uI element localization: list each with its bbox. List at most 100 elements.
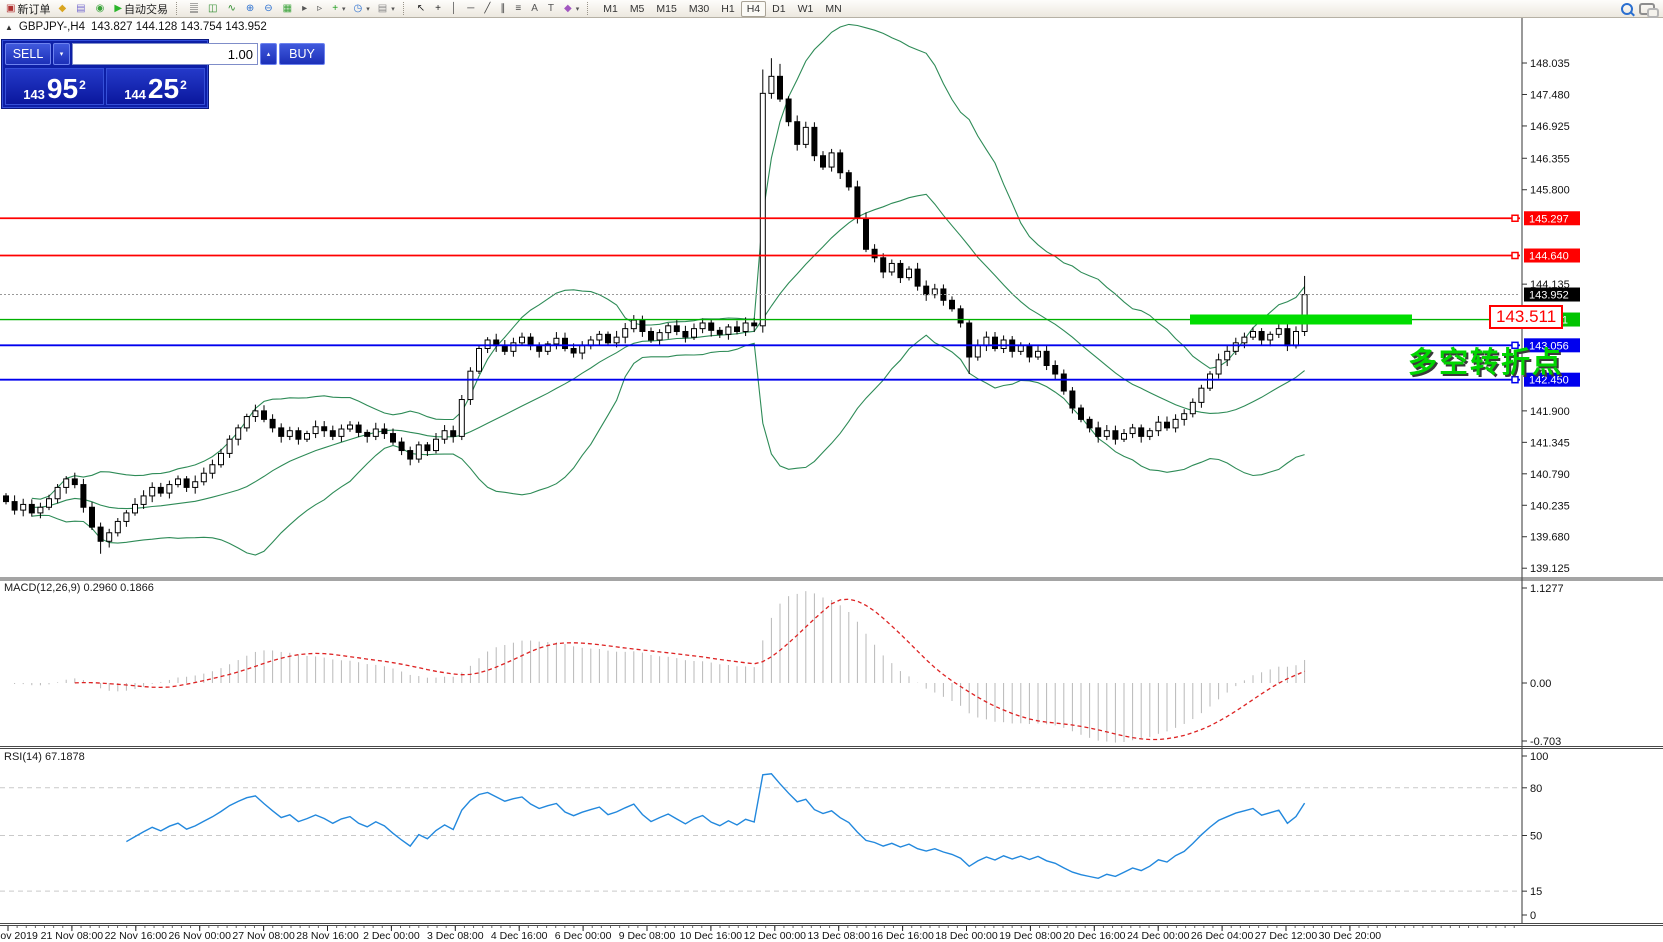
- collapse-icon[interactable]: ▲: [5, 22, 13, 32]
- new-order-button-label: 新订单: [17, 3, 51, 16]
- periods-icon[interactable]: ◷ ▾: [350, 0, 374, 17]
- candle: [476, 347, 482, 372]
- arrows-icon[interactable]: ◆ ▾: [560, 0, 583, 17]
- turning-point-annotation[interactable]: 多空转折点: [1408, 347, 1564, 379]
- candle: [1241, 336, 1248, 344]
- chart-title: ▲ GBPJPY-,H4 143.827 144.128 143.754 143…: [5, 21, 267, 33]
- timeframe-m1-button[interactable]: M1: [603, 2, 618, 15]
- volume-increase-button[interactable]: ▴: [260, 43, 277, 65]
- volume-input[interactable]: [72, 43, 258, 65]
- fibonacci-icon[interactable]: ≡: [511, 0, 527, 17]
- timeframe-w1-button[interactable]: W1: [797, 2, 814, 15]
- candle: [424, 444, 431, 452]
- zoom-in-icon[interactable]: ⊕: [242, 0, 260, 17]
- candle: [1103, 430, 1110, 437]
- candle: [381, 428, 388, 435]
- dropdown-caret-icon[interactable]: ▾: [391, 5, 395, 13]
- buy-price-pips: 25: [147, 73, 180, 104]
- market-watch-icon[interactable]: ▤: [72, 0, 91, 17]
- zoom-out-icon: ⊖: [264, 2, 273, 14]
- trendline-icon[interactable]: ╱: [480, 0, 496, 17]
- templates-icon[interactable]: ▤ ▾: [374, 0, 399, 17]
- metaeditor-icon[interactable]: ◆: [54, 0, 72, 17]
- dropdown-caret-icon[interactable]: ▾: [342, 5, 346, 13]
- macd-indicator-label: MACD(12,26,9) 0.2960 0.1866: [4, 582, 154, 594]
- rsi-axis-tick: 80: [1530, 783, 1542, 795]
- crosshair-icon[interactable]: +: [431, 0, 447, 17]
- candle: [1069, 390, 1076, 409]
- candle: [286, 430, 293, 437]
- candle: [441, 430, 448, 440]
- timeframe-d1-button[interactable]: D1: [772, 2, 786, 15]
- candle: [1250, 330, 1256, 338]
- timeframe-m5-button[interactable]: M5: [629, 2, 645, 15]
- zoom-out-icon[interactable]: ⊖: [260, 0, 278, 17]
- price-axis-tick: 147.480: [1530, 89, 1570, 101]
- new-order-button[interactable]: ▣ 新订单: [2, 0, 54, 17]
- search-icon[interactable]: [1621, 2, 1633, 15]
- candle: [1095, 427, 1102, 437]
- candle: [89, 506, 95, 528]
- candle: [966, 322, 973, 358]
- cursor-icon[interactable]: ↖: [413, 0, 431, 17]
- timeframe-mn-button[interactable]: MN: [825, 2, 842, 15]
- vertical-line-icon[interactable]: │: [447, 0, 463, 17]
- buy-price-display[interactable]: 144 25 2: [106, 68, 205, 105]
- equidistant-channel-icon[interactable]: ∥: [496, 0, 511, 17]
- candle: [596, 333, 603, 341]
- rsi-axis-tick: 100: [1530, 751, 1548, 763]
- auto-scroll-icon[interactable]: ▸: [298, 0, 313, 17]
- chat-icon[interactable]: [1639, 2, 1659, 18]
- candle: [192, 481, 199, 488]
- candle: [1172, 418, 1179, 429]
- timeframe-m15-button[interactable]: M15: [656, 2, 677, 15]
- horizontal-line-icon[interactable]: ─: [463, 0, 480, 17]
- candle: [734, 326, 740, 332]
- date-axis-label: 20 Dec 16:00: [1063, 930, 1126, 942]
- candle: [123, 512, 130, 522]
- timeframe-h1-button[interactable]: H1: [721, 2, 735, 15]
- candle: [828, 152, 835, 168]
- candle: [888, 262, 895, 273]
- price-axis-tick: 145.800: [1530, 185, 1570, 197]
- bar-chart-icon[interactable]: 𝄛: [186, 0, 204, 17]
- candle: [1146, 430, 1153, 437]
- candle: [1155, 421, 1162, 432]
- alerts-icon[interactable]: ◉: [92, 0, 111, 17]
- symbol-period-label: GBPJPY-,H4: [18, 21, 85, 33]
- tile-windows-icon[interactable]: ▦: [279, 0, 298, 17]
- axis-price-label: [1524, 338, 1580, 353]
- label-icon[interactable]: T: [544, 0, 560, 17]
- timeframe-m30-button[interactable]: M30: [688, 2, 710, 15]
- price-axis-tick: 140.235: [1530, 500, 1570, 512]
- dropdown-caret-icon[interactable]: ▾: [575, 5, 580, 13]
- line-chart-icon[interactable]: ∿: [224, 0, 242, 17]
- timeframe-h4-button[interactable]: H4: [740, 0, 767, 17]
- candle: [1224, 350, 1231, 361]
- candle: [544, 343, 551, 352]
- candlestick-chart-icon[interactable]: ◫: [204, 0, 223, 17]
- toolbar: ▣ 新订单 ◆ ▤ ◉ ▶ 自动交易 𝄛 ◫ ∿ ⊕ ⊖ ▦ ▸ ▹ + ▾ ◷ ▾ ▤ ▾ ↖ + │ ─ ╱ ∥ ≡ A T ◆ ▾ …: [0, 0, 1663, 18]
- indicators-icon[interactable]: + ▾: [328, 0, 349, 17]
- candle: [725, 326, 732, 335]
- price-axis-tick: 139.680: [1530, 532, 1570, 544]
- date-axis-label: 19 Dec 08:00: [999, 930, 1062, 942]
- buy-button[interactable]: BUY: [279, 43, 325, 65]
- price-axis-tick: 144.135: [1530, 279, 1570, 291]
- autotrading-button[interactable]: ▶ 自动交易: [110, 0, 172, 17]
- sell-price-pips: 95: [46, 73, 79, 104]
- sell-button[interactable]: SELL: [5, 43, 51, 65]
- pivot-price-text-object[interactable]: 143.511: [1489, 305, 1564, 329]
- tile-windows-icon: ▦: [282, 2, 293, 14]
- label-icon: T: [547, 2, 554, 14]
- candle: [1043, 350, 1050, 367]
- sell-price-display[interactable]: 143 95 2: [5, 68, 104, 105]
- dropdown-caret-icon[interactable]: ▾: [366, 5, 370, 13]
- text-icon[interactable]: A: [527, 0, 544, 17]
- chart-shift-icon[interactable]: ▹: [313, 0, 328, 17]
- candle: [37, 506, 44, 514]
- candle: [1052, 365, 1059, 375]
- volume-decrease-button[interactable]: ▾: [53, 43, 70, 65]
